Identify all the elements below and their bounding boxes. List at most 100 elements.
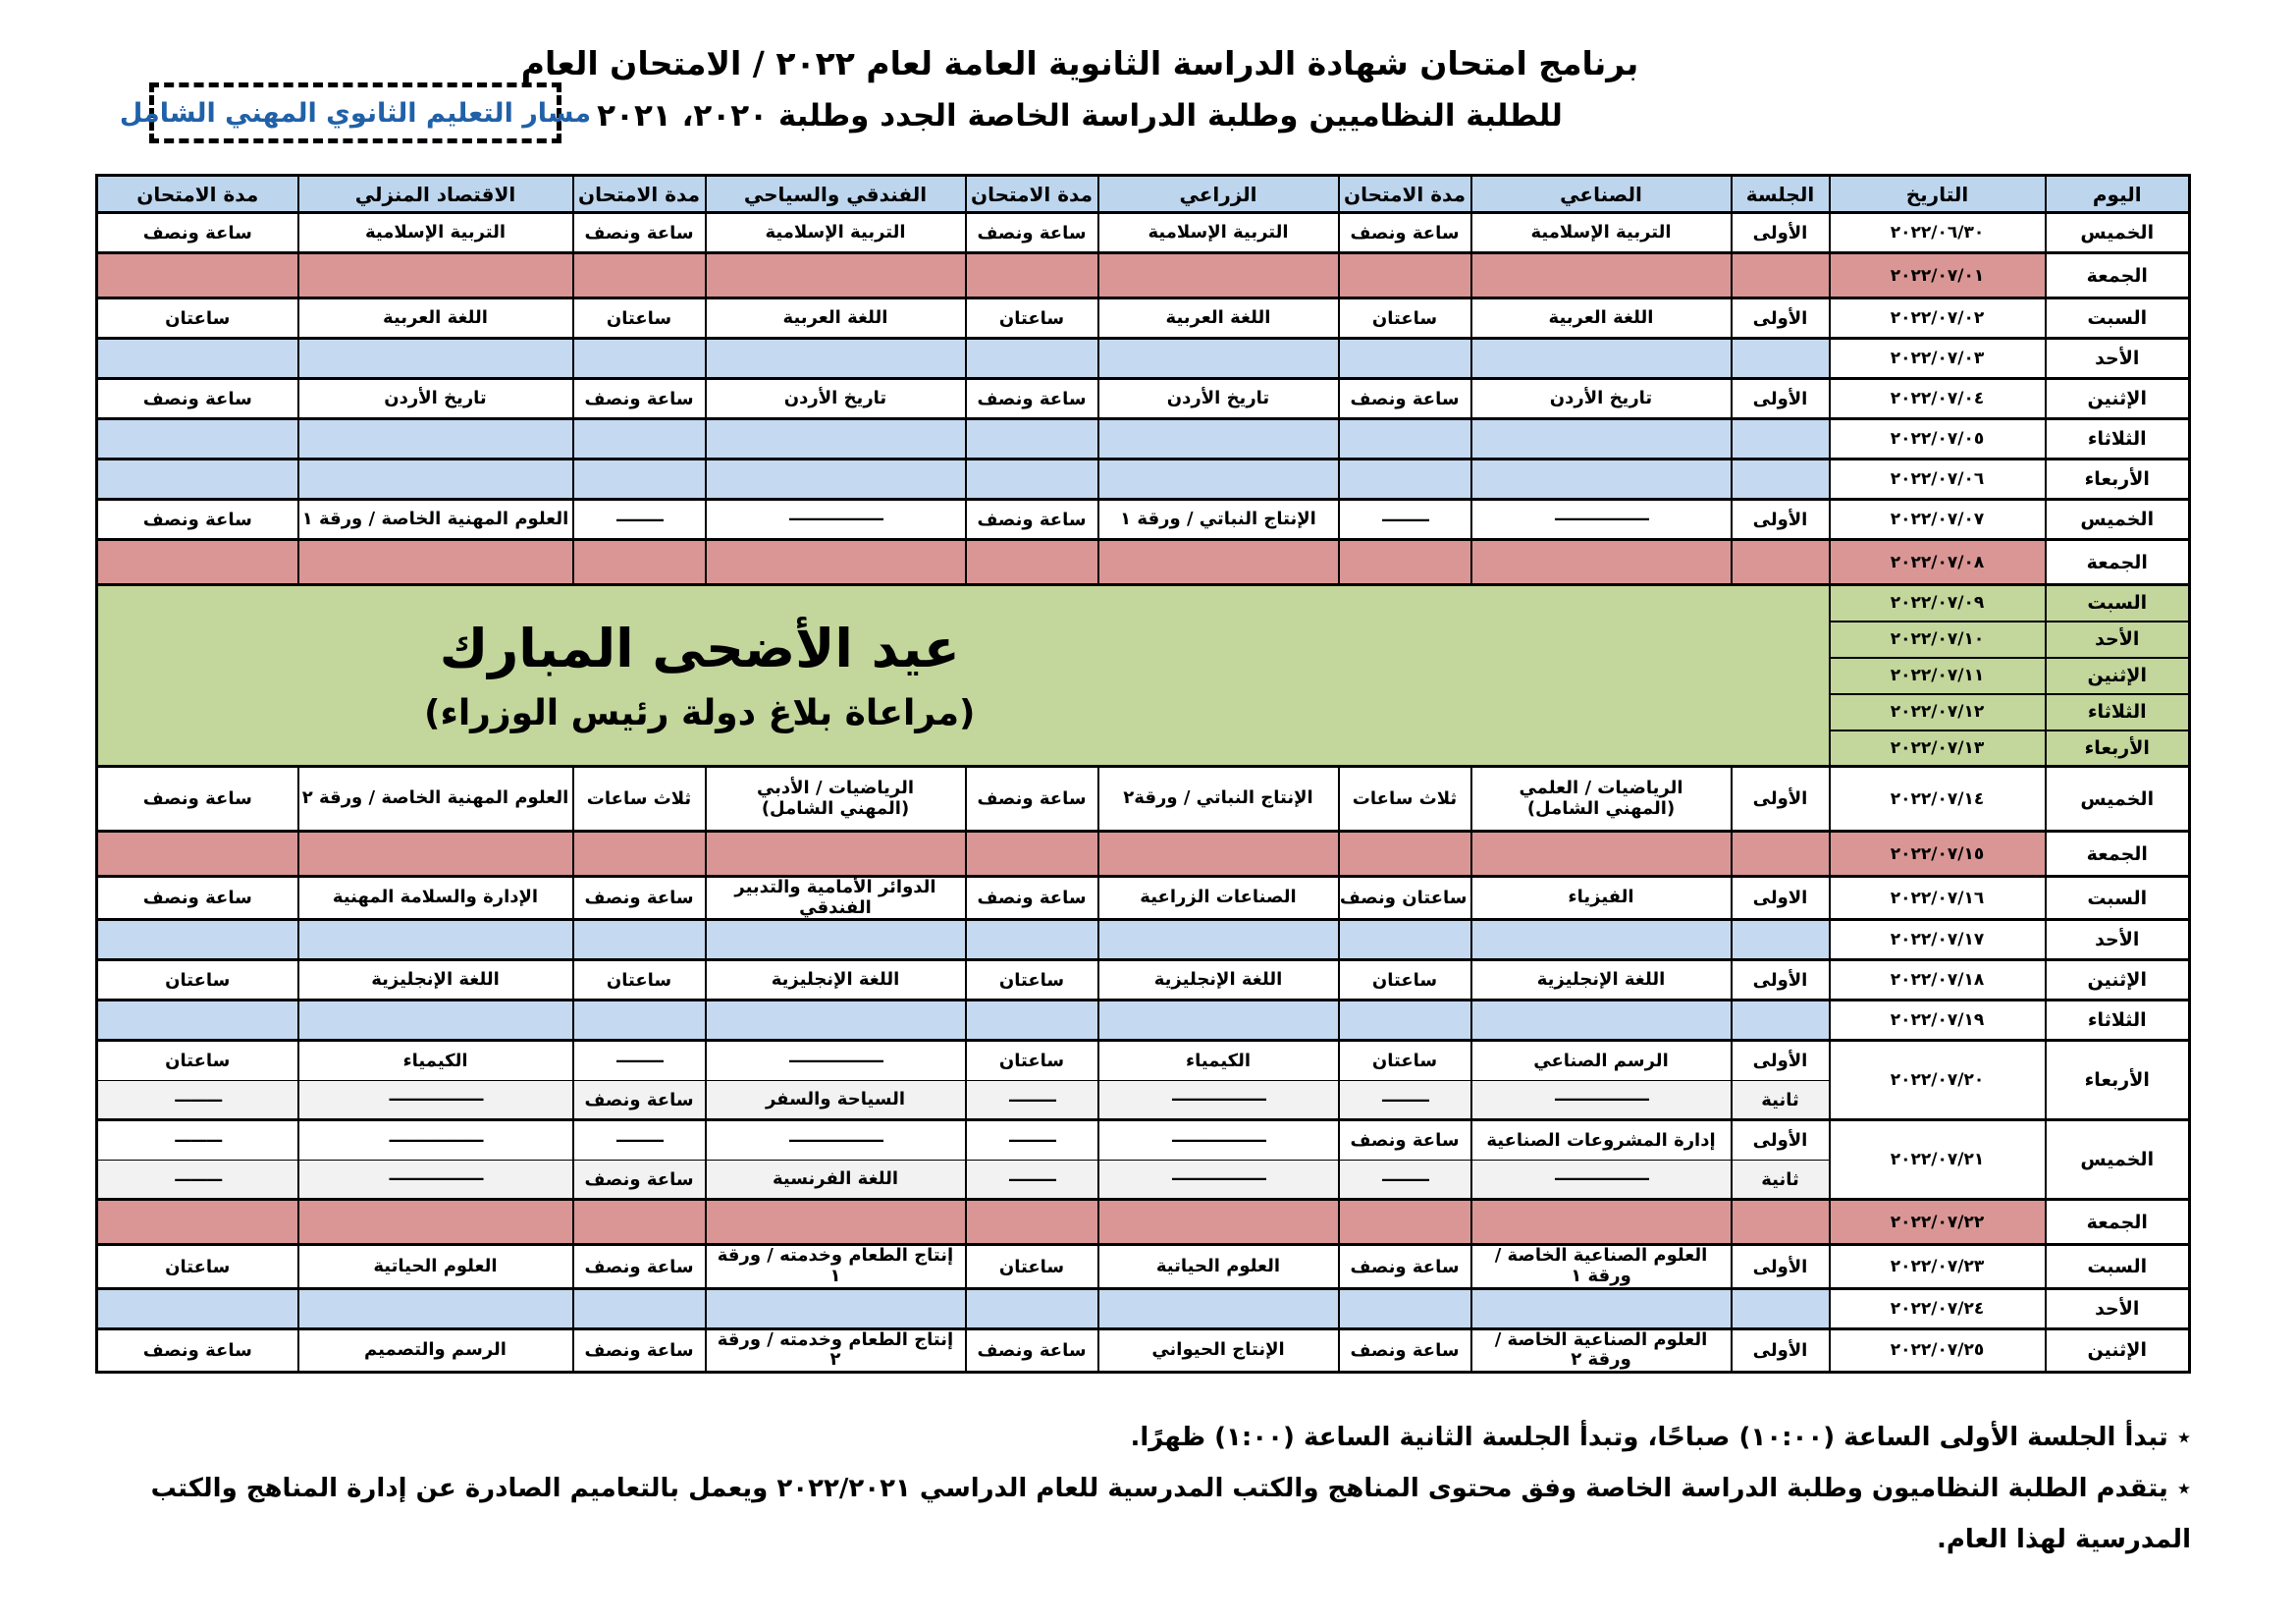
subject-cell: الرياضيات / العلمي (المهني الشامل): [1469, 765, 1733, 833]
duration-cell: [1337, 538, 1472, 586]
duration-cell: [571, 458, 707, 501]
duration-cell: ساعة ونصف: [95, 498, 299, 541]
duration-cell: [1337, 417, 1472, 460]
schedule-row: الأحد ٢٠٢٢/٠٧/٠٣: [95, 337, 2191, 380]
subject-cell: اللغة الفرنسية: [704, 1160, 967, 1201]
duration-cell: ساعة ونصف: [1337, 211, 1472, 254]
eid-holiday-note: (مراعاة بلاغ دولة رئيس الوزراء): [423, 693, 976, 733]
duration-cell: [95, 1286, 299, 1330]
duration-cell: ساعة ونصف: [1337, 1326, 1472, 1374]
session-cell: [1730, 999, 1831, 1042]
subject-cell: اللغة العربية: [1096, 297, 1340, 340]
session-cell: [1730, 918, 1831, 961]
subject-cell: اللغة العربية: [296, 297, 574, 340]
duration-cell: ———: [571, 498, 707, 541]
col-header-duration-4: مدة الامتحان: [95, 174, 299, 214]
duration-cell: ساعة ونصف: [571, 1326, 707, 1374]
subject-cell: التربية الإسلامية: [1469, 211, 1733, 254]
day-cell: الجمعة: [2044, 538, 2191, 586]
date-cell: ٢٠٢٢/٠٧/١٧: [1828, 918, 2047, 961]
duration-cell: ساعة ونصف: [571, 211, 707, 254]
schedule-row: الثلاثاء ٢٠٢٢/٠٧/١٩: [95, 999, 2191, 1042]
duration-cell: ساعتان: [964, 958, 1099, 1001]
day-cell: الإثنين: [2044, 958, 2191, 1001]
subject-cell: [704, 251, 967, 299]
exam-schedule: اليوم التاريخ الجلسة الصناعي مدة الامتحا…: [95, 174, 2191, 1375]
schedule-row: السبت ٢٠٢٢/٠٧/١٦ الاولى الفيزياء ساعتان ونصف…: [95, 874, 2191, 921]
date-cell: ٢٠٢٢/٠٧/١٠: [1828, 620, 2047, 659]
subject-cell: ——————: [1469, 1160, 1733, 1201]
day-cell: الأربعاء: [2044, 729, 2191, 768]
day-cell: الجمعة: [2044, 251, 2191, 299]
subject-cell: الرياضيات / الأدبي (المهني الشامل): [704, 765, 967, 833]
day-cell: الأربعاء: [2044, 458, 2191, 501]
subject-cell: [704, 999, 967, 1042]
session-cell: الأولى: [1730, 1243, 1831, 1290]
day-cell: السبت: [2044, 583, 2191, 622]
schedule-row: السبت ٢٠٢٢/٠٧/٢٣ الأولى العلوم الصناعية الخ…: [95, 1243, 2191, 1290]
duration-cell: [964, 251, 1099, 299]
subject-cell: [1469, 458, 1733, 501]
subject-cell: [1096, 458, 1340, 501]
subject-cell: اللغة العربية: [1469, 297, 1733, 340]
date-cell: ٢٠٢٢/٠٧/٠٧: [1828, 498, 2047, 541]
date-cell: ٢٠٢٢/٠٧/٢٥: [1828, 1326, 2047, 1374]
subject-cell: تاريخ الأردن: [704, 377, 967, 420]
duration-cell: [571, 251, 707, 299]
duration-cell: [964, 417, 1099, 460]
date-cell: ٢٠٢٢/٠٧/٢٠: [1828, 1039, 2047, 1121]
track-badge-label: مسار التعليم الثانوي المهني الشامل: [119, 97, 592, 129]
duration-cell: [95, 251, 299, 299]
subject-cell: ——————: [296, 1118, 574, 1162]
date-cell: ٢٠٢٢/٠٧/٠٢: [1828, 297, 2047, 340]
subject-cell: [1469, 1286, 1733, 1330]
subject-cell: [704, 1198, 967, 1246]
holiday-row: السبت ٢٠٢٢/٠٧/٠٩ عيد الأضحى المبارك (مراعاة…: [95, 583, 2191, 768]
col-header-session: الجلسة: [1730, 174, 1831, 214]
date-cell: ٢٠٢٢/٠٧/٠٥: [1828, 417, 2047, 460]
subject-cell: الإنتاج الحيواني: [1096, 1326, 1340, 1374]
date-cell: ٢٠٢٢/٠٧/٠٨: [1828, 538, 2047, 586]
duration-cell: [95, 458, 299, 501]
duration-cell: ساعتان: [964, 1039, 1099, 1082]
date-cell: ٢٠٢٢/٠٧/٠١: [1828, 251, 2047, 299]
day-cell: الخميس: [2044, 1118, 2191, 1201]
subject-cell: تاريخ الأردن: [1096, 377, 1340, 420]
duration-cell: ———: [1337, 1080, 1472, 1121]
schedule-row: الإثنين ٢٠٢٢/٠٧/١٨ الأولى اللغة الإنجليزية س…: [95, 958, 2191, 1001]
duration-cell: ساعة ونصف: [95, 211, 299, 254]
date-cell: ٢٠٢٢/٠٧/١٣: [1828, 729, 2047, 768]
duration-cell: [1337, 337, 1472, 380]
duration-cell: ساعة ونصف: [1337, 1243, 1472, 1290]
day-cell: السبت: [2044, 297, 2191, 340]
schedule-row: الجمعة ٢٠٢٢/٠٧/٢٢: [95, 1198, 2191, 1246]
day-cell: السبت: [2044, 874, 2191, 921]
subject-cell: اللغة الإنجليزية: [1469, 958, 1733, 1001]
duration-cell: ساعة ونصف: [1337, 1118, 1472, 1162]
duration-cell: ساعتان: [95, 1039, 299, 1082]
subject-cell: [296, 830, 574, 878]
session-cell: [1730, 1198, 1831, 1246]
subject-cell: تاريخ الأردن: [296, 377, 574, 420]
duration-cell: ———: [1337, 498, 1472, 541]
day-cell: الخميس: [2044, 211, 2191, 254]
duration-cell: ساعة ونصف: [571, 377, 707, 420]
day-cell: الأحد: [2044, 1286, 2191, 1330]
session-cell: الأولى: [1730, 765, 1831, 833]
duration-cell: [95, 918, 299, 961]
subject-cell: ——————: [1096, 1080, 1340, 1121]
exam-schedule-table: اليوم التاريخ الجلسة الصناعي مدة الامتحا…: [95, 174, 2191, 1375]
col-header-date: التاريخ: [1828, 174, 2047, 214]
col-header-industrial: الصناعي: [1469, 174, 1733, 214]
subject-cell: ——————: [704, 498, 967, 541]
session-cell: الأولى: [1730, 211, 1831, 254]
day-cell: الأحد: [2044, 337, 2191, 380]
subject-cell: العلوم المهنية الخاصة / ورقة ٢: [296, 765, 574, 833]
footnote-session-times: ٭ تبدأ الجلسة الأولى الساعة (١٠:٠٠) صباح…: [1130, 1423, 2191, 1452]
subject-cell: [704, 538, 967, 586]
subject-cell: [1096, 1198, 1340, 1246]
duration-cell: ساعة ونصف: [95, 765, 299, 833]
duration-cell: ثلاث ساعات: [571, 765, 707, 833]
duration-cell: [964, 458, 1099, 501]
duration-cell: [1337, 1198, 1472, 1246]
